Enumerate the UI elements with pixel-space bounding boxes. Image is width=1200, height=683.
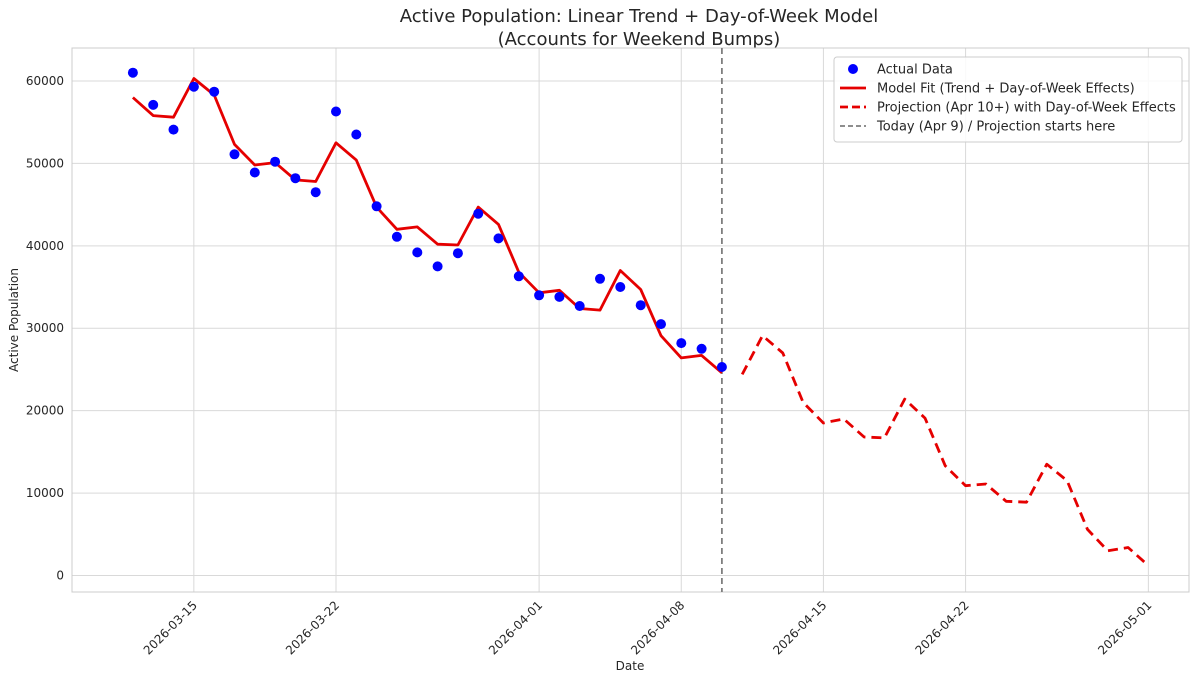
actual-data-point [595,273,605,284]
legend-item-actual-data: Actual Data [848,63,953,78]
x-tick-label: 2026-04-22 [913,598,972,657]
actual-data-point [432,261,443,272]
legend-marker [848,64,858,74]
y-tick-label: 30000 [26,321,64,335]
x-tick-label: 2026-05-01 [1095,598,1154,657]
x-tick-label: 2026-03-15 [141,598,200,657]
actual-data-point [249,167,260,178]
chart-subtitle: (Accounts for Weekend Bumps) [498,29,781,50]
x-tick-labels: 2026-03-15 2026-03-22 2026-04-01 2026-04-08… [141,598,1155,657]
x-tick-label: 2026-04-15 [770,598,829,657]
projection-line [740,334,1150,567]
y-tick-label: 10000 [26,486,64,500]
actual-data-point [676,338,687,349]
actual-data-point [635,300,646,311]
actual-data-point [656,319,666,330]
actual-data-point [209,86,220,97]
actual-data-point [127,67,138,78]
legend-label: Model Fit (Trend + Day-of-Week Effects) [877,82,1135,97]
legend-label: Projection (Apr 10+) with Day-of-Week Ef… [877,101,1176,116]
y-tick-label: 50000 [26,156,64,170]
x-tick-label: 2026-03-22 [283,598,342,657]
actual-data-point [371,201,382,212]
y-tick-label: 0 [56,569,64,583]
legend-item-model-fit: Model Fit (Trend + Day-of-Week Effects) [840,82,1135,97]
actual-data-point [696,343,707,354]
actual-data-point [554,291,565,302]
y-tick-labels: 0 10000 20000 30000 40000 50000 60000 [26,74,64,583]
actual-data-point [229,149,240,160]
y-tick-label: 60000 [26,74,64,88]
actual-data-point [188,81,199,92]
actual-data-point [574,301,585,311]
legend-label: Actual Data [877,63,953,78]
actual-data-point [391,231,402,242]
legend-box [833,56,1183,143]
x-tick-label: 2026-04-08 [628,598,687,657]
legend-item-projection: Projection (Apr 10+) with Day-of-Week Ef… [840,101,1176,116]
actual-data-point [290,173,301,184]
legend-item-today: Today (Apr 9) / Projection starts here [840,120,1115,135]
actual-data-point [513,271,524,282]
legend: Actual Data Model Fit (Trend + Day-of-Wee… [833,56,1183,143]
actual-data-point [452,248,463,259]
x-tick-label: 2026-04-01 [486,598,545,657]
y-axis-label: Active Population [7,268,21,372]
y-tick-label: 20000 [26,404,64,418]
actual-data-point [716,362,727,372]
actual-data-point [270,156,281,167]
actual-data-point [310,187,321,198]
actual-data-point [331,106,341,117]
y-tick-label: 40000 [26,239,64,253]
actual-data-point [493,233,504,244]
actual-data-point [615,282,626,292]
model-fit-line [131,77,723,374]
actual-data-point [168,124,179,135]
plot-frame [71,47,1190,593]
x-axis-label: Date [616,659,645,673]
series-layer [127,48,1150,592]
actual-data-point [473,208,484,219]
actual-data-point [351,129,362,140]
legend-label: Today (Apr 9) / Projection starts here [876,120,1115,135]
actual-data-point [148,99,159,110]
chart-title: Active Population: Linear Trend + Day-of… [400,6,878,27]
actual-data-point [534,290,545,301]
actual-data-point [412,247,423,258]
